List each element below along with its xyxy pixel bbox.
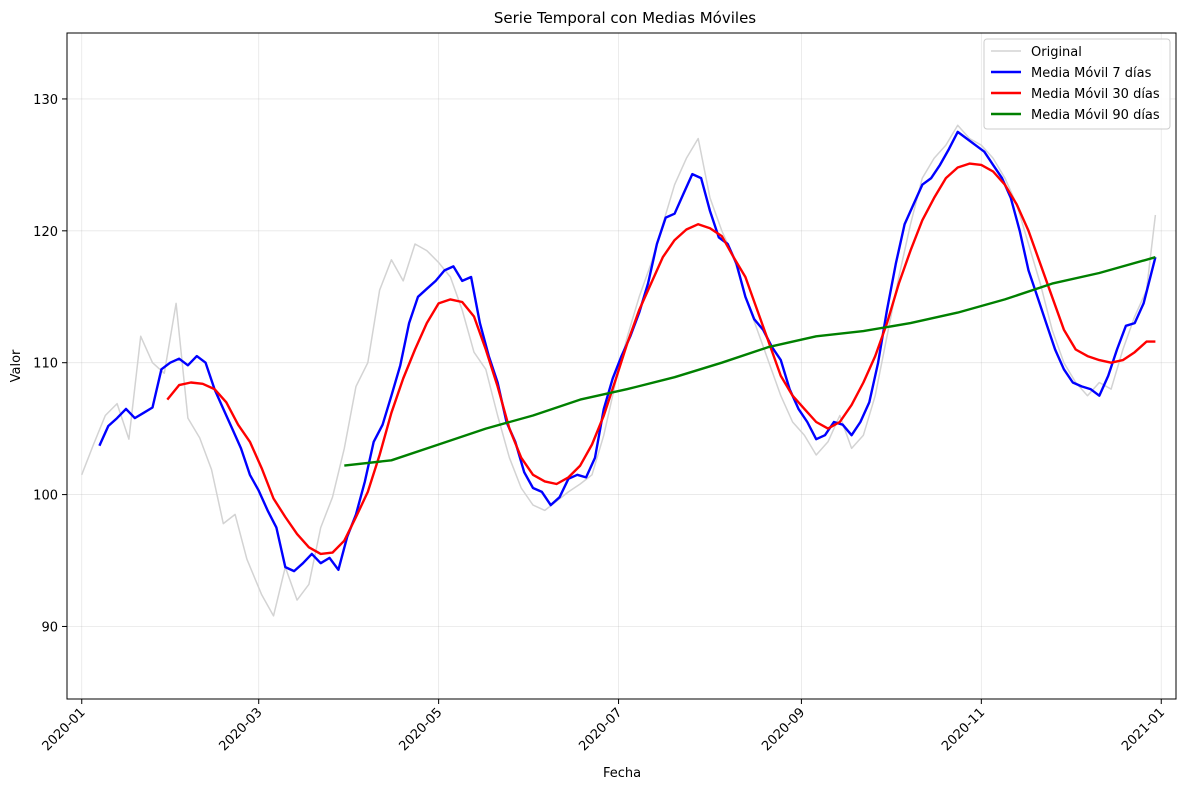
y-axis-ticks: 90 100 110 120 130 <box>33 93 67 635</box>
plot-frame <box>66 32 1177 700</box>
legend-label-original: Original <box>1031 45 1082 60</box>
y-tick-label: 110 <box>33 357 58 372</box>
x-axis-label: Fecha <box>603 766 641 781</box>
legend-box <box>983 38 1171 130</box>
series-lines <box>81 124 1157 617</box>
y-tick-label: 120 <box>33 225 58 240</box>
y-axis-label: Valor <box>9 349 24 382</box>
legend-label-media-movil-7-dias: Media Móvil 7 días <box>1031 66 1152 81</box>
legend: Original Media Móvil 7 días Media Móvil 30… <box>983 38 1171 130</box>
series-line-media-movil-30-dias <box>166 162 1156 556</box>
legend-label-media-movil-90-dias: Media Móvil 90 días <box>1031 108 1160 123</box>
y-tick-label: 130 <box>33 93 58 108</box>
series-line-media-movil-90-dias <box>344 256 1156 467</box>
chart-title: Serie Temporal con Medias Móviles <box>494 9 756 27</box>
y-tick-label: 100 <box>33 489 58 504</box>
legend-label-media-movil-30-dias: Media Móvil 30 días <box>1031 87 1160 102</box>
y-tick-label: 90 <box>41 620 58 635</box>
